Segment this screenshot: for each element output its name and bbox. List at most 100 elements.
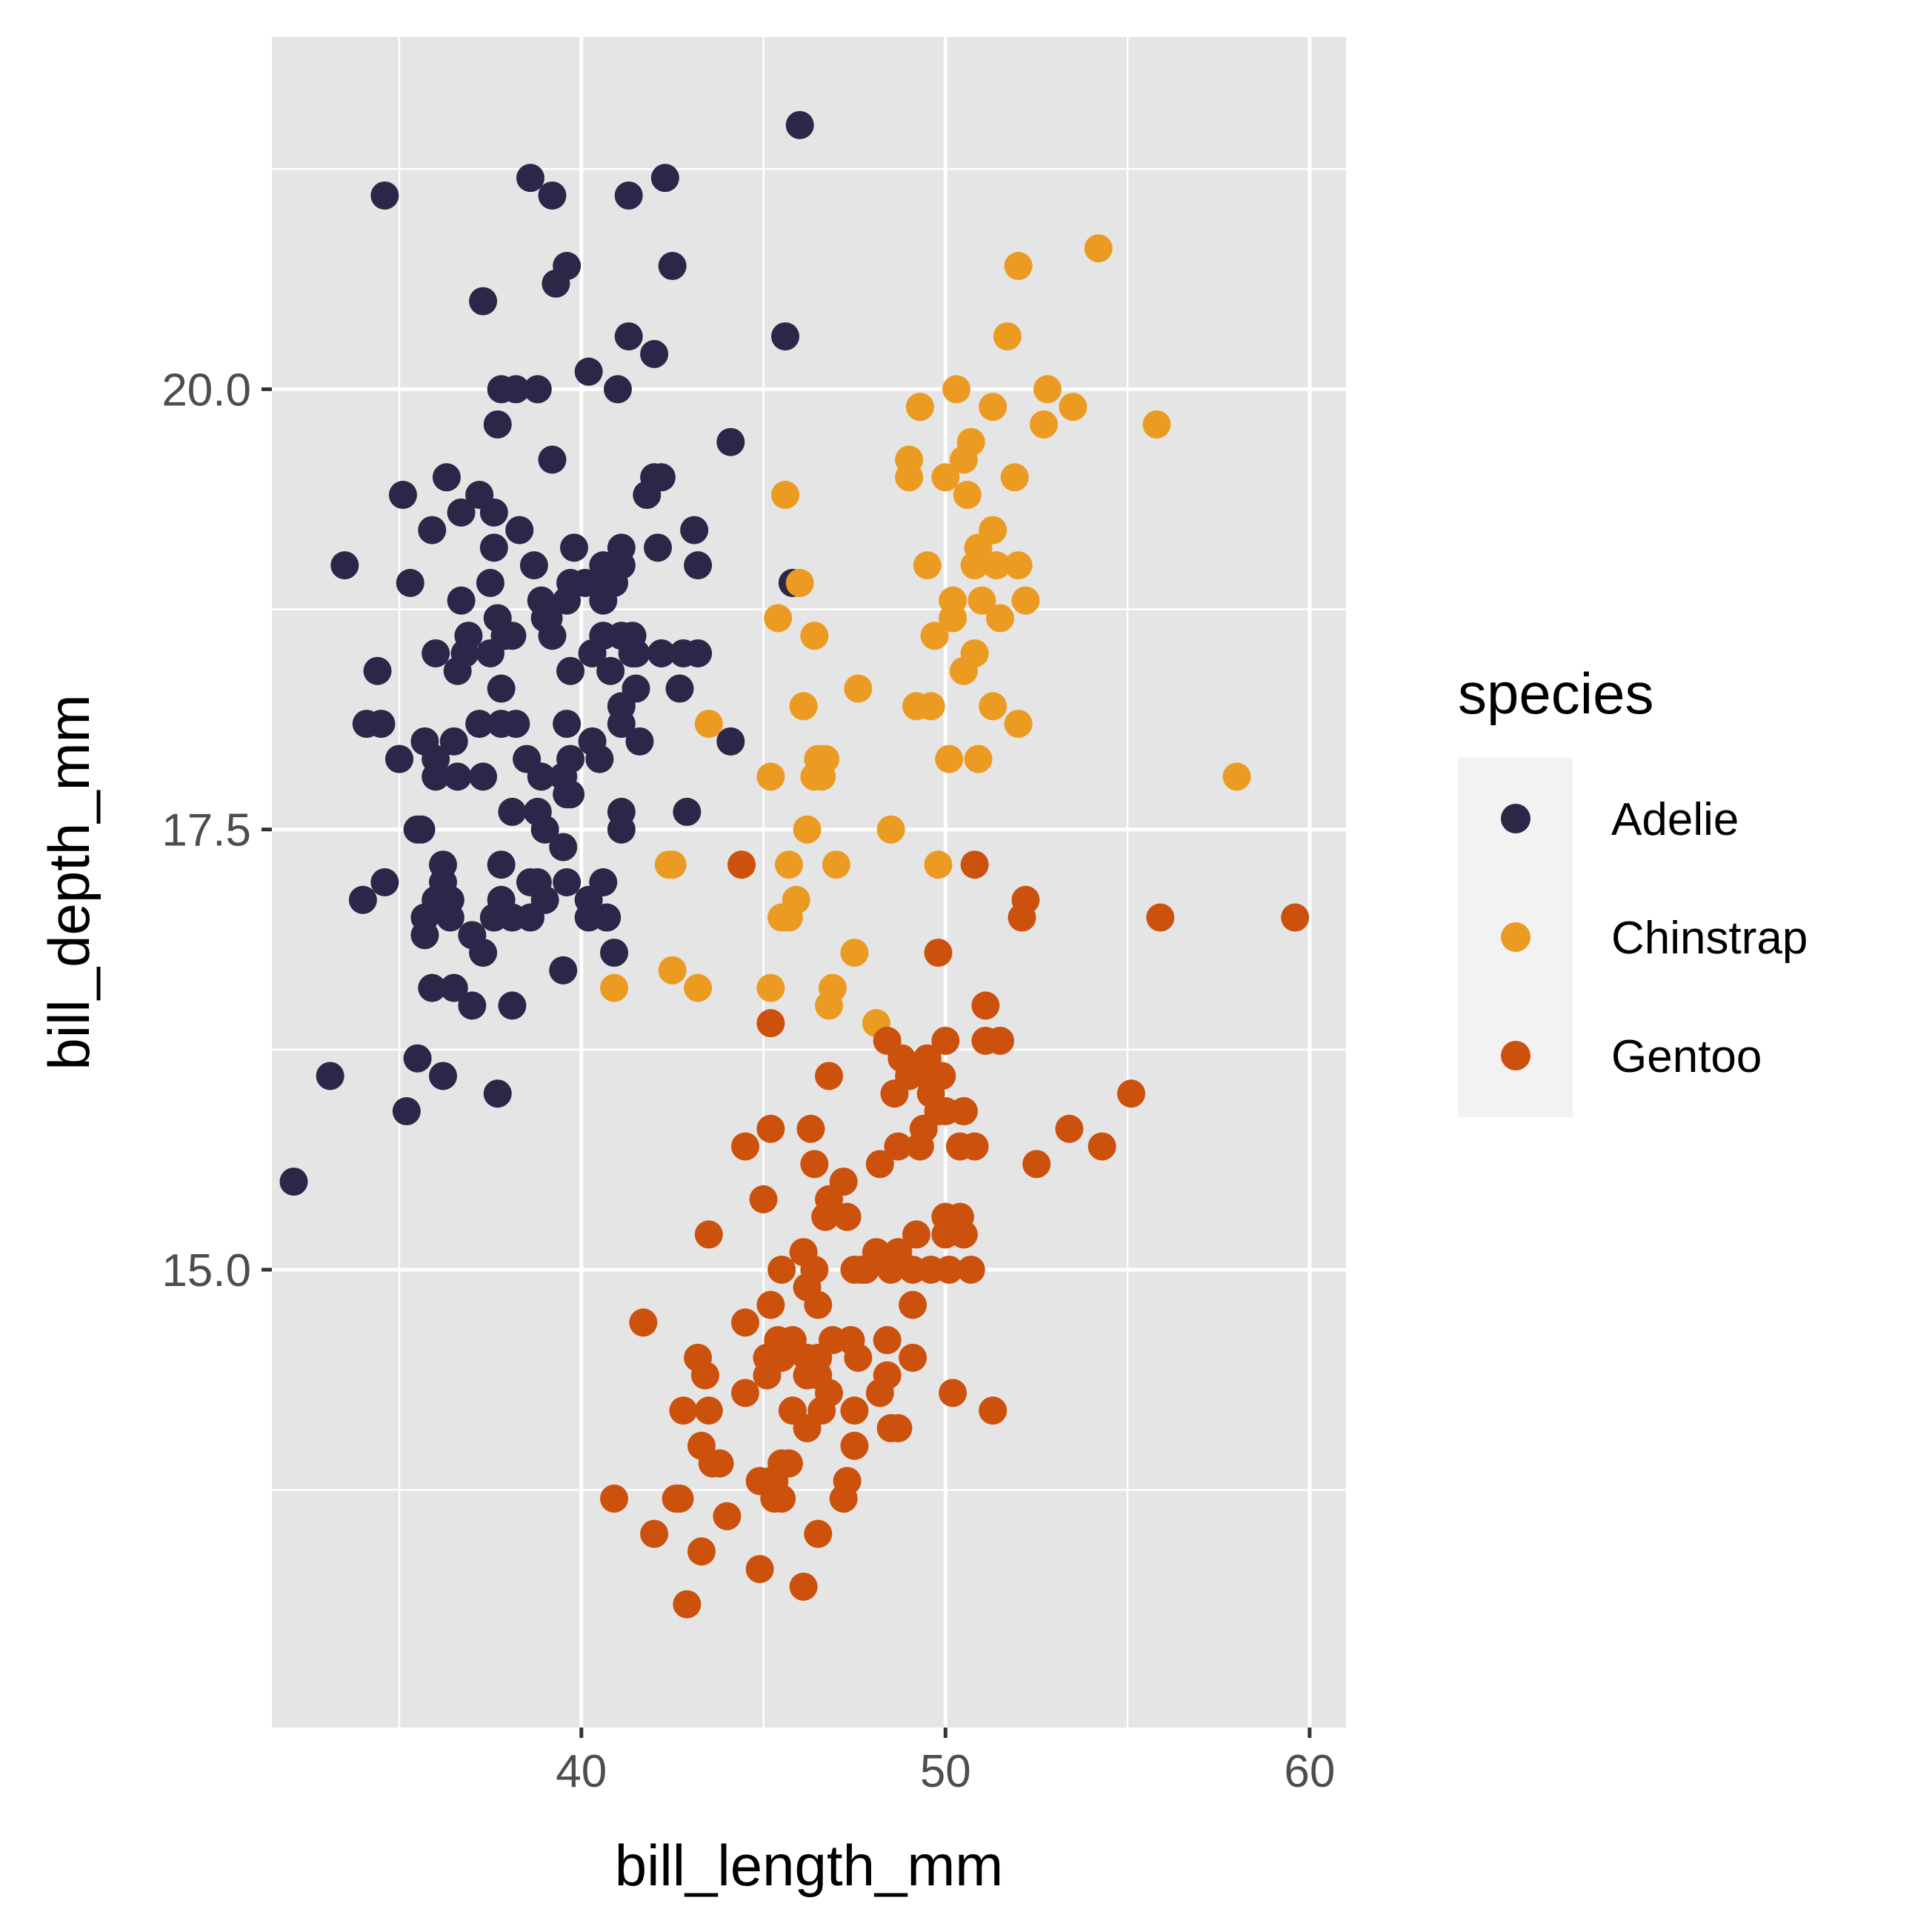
data-point [432, 463, 461, 492]
data-point [1146, 903, 1175, 932]
x-axis-title: bill_length_mm [615, 1833, 1004, 1898]
data-point [502, 375, 530, 404]
data-point [967, 586, 996, 615]
data-point [873, 1361, 902, 1390]
x-axis: 40 50 60 [556, 1728, 1335, 1797]
data-point [884, 1132, 913, 1161]
data-point [690, 1361, 719, 1390]
data-point [658, 850, 687, 879]
data-point [986, 604, 1015, 633]
data-point [876, 1413, 905, 1442]
data-point [407, 815, 436, 844]
legend-item-gentoo: Gentoo [1501, 1031, 1762, 1082]
data-point [730, 1308, 759, 1337]
data-point [694, 710, 723, 739]
legend-key [1501, 804, 1530, 833]
data-point [1004, 710, 1033, 739]
y-tick-label: 15.0 [161, 1245, 251, 1296]
data-point [410, 727, 439, 756]
data-point [469, 762, 498, 791]
data-point [483, 1079, 512, 1108]
data-point [924, 1097, 953, 1126]
data-point [960, 850, 989, 879]
data-point [931, 1026, 960, 1055]
data-point [330, 551, 359, 580]
data-point [756, 973, 785, 1002]
data-point [469, 939, 498, 967]
data-point [593, 903, 622, 932]
data-point [458, 991, 487, 1020]
data-point [815, 991, 844, 1020]
data-point [553, 252, 582, 281]
data-point [523, 797, 552, 826]
data-point [793, 1413, 822, 1442]
data-point [684, 551, 713, 580]
data-point [800, 622, 829, 650]
data-point [316, 1062, 344, 1090]
data-point [439, 973, 468, 1002]
data-point [1142, 410, 1171, 439]
data-point [745, 1467, 774, 1496]
data-point [1059, 393, 1087, 422]
data-point [669, 1396, 698, 1425]
data-point [367, 710, 396, 739]
data-point [549, 956, 578, 985]
data-point [804, 1519, 833, 1548]
data-point [785, 568, 814, 597]
series-chinstrap [600, 234, 1251, 1038]
data-point [935, 1255, 964, 1284]
data-point [986, 1026, 1015, 1055]
data-point [840, 1431, 869, 1460]
legend-label: Chinstrap [1611, 913, 1808, 964]
data-point [600, 1484, 629, 1513]
data-point [665, 674, 694, 703]
data-point [556, 780, 585, 809]
data-point [862, 1238, 890, 1267]
data-point [629, 1308, 658, 1337]
data-point [713, 1502, 742, 1530]
data-point [960, 639, 989, 667]
data-point [363, 656, 392, 685]
data-point [392, 1097, 421, 1126]
data-point [1030, 410, 1059, 439]
data-point [429, 1062, 458, 1090]
data-point [887, 1044, 916, 1073]
data-point [687, 1431, 716, 1460]
data-point [607, 815, 636, 844]
data-point [873, 1326, 902, 1355]
legend-item-adelie: Adelie [1501, 794, 1739, 845]
data-point [556, 745, 585, 773]
data-point [924, 939, 953, 967]
data-point [505, 516, 534, 544]
y-tick-label: 20.0 [161, 364, 251, 416]
data-point [549, 833, 578, 862]
data-point [979, 692, 1007, 721]
data-point [730, 1132, 759, 1161]
data-point [815, 1062, 844, 1090]
data-point [694, 1220, 723, 1249]
data-point [716, 727, 745, 756]
data-point [774, 903, 803, 932]
data-point [673, 1590, 702, 1619]
data-point [640, 1519, 669, 1548]
data-point [840, 939, 869, 967]
data-point [538, 445, 567, 474]
data-point [559, 533, 588, 562]
data-point [840, 1255, 869, 1284]
data-point [498, 991, 527, 1020]
data-point [727, 850, 756, 879]
data-point [625, 727, 654, 756]
data-point [899, 1343, 927, 1372]
y-axis-title: bill_depth_mm [36, 694, 101, 1070]
data-point [556, 568, 585, 597]
data-point [443, 762, 472, 791]
data-point [279, 1167, 308, 1196]
data-point [913, 551, 942, 580]
data-point [684, 639, 713, 667]
data-point [749, 1185, 778, 1213]
data-point [800, 1150, 829, 1179]
data-point [596, 656, 625, 685]
data-point [756, 1290, 785, 1319]
data-point [658, 956, 687, 985]
data-point [953, 481, 982, 510]
